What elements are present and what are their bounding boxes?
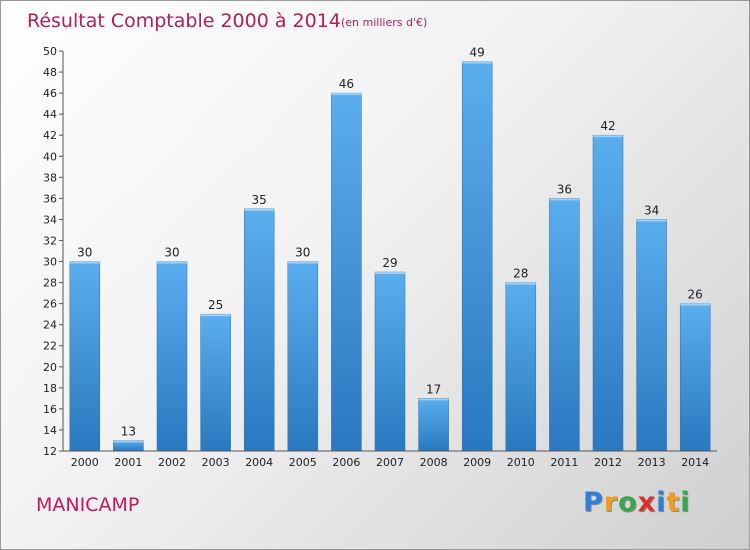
x-tick-label: 2003 xyxy=(202,456,230,469)
bar-value-label: 30 xyxy=(77,246,92,260)
y-tick-label: 24 xyxy=(43,319,57,332)
bar xyxy=(331,92,362,452)
bar xyxy=(592,134,624,452)
bar-value-label: 46 xyxy=(339,77,354,91)
x-tick-label: 2010 xyxy=(507,456,535,469)
bar-highlight xyxy=(331,93,362,96)
logo-letter: x xyxy=(637,487,657,518)
bar-highlight xyxy=(113,440,144,443)
x-tick-label: 2008 xyxy=(420,456,448,469)
bar-value-label: 42 xyxy=(600,119,615,133)
bar-highlight xyxy=(636,219,667,222)
commune-name: MANICAMP xyxy=(36,494,140,516)
logo-letter: o xyxy=(618,487,638,518)
bar-highlight xyxy=(157,261,187,264)
y-tick-label: 38 xyxy=(43,171,57,184)
y-tick-label: 20 xyxy=(43,361,57,374)
bar-highlight xyxy=(200,314,231,317)
bar-value-label: 35 xyxy=(252,193,267,207)
y-tick-label: 50 xyxy=(43,45,57,58)
bar xyxy=(505,282,537,452)
y-tick-label: 12 xyxy=(43,445,57,458)
y-tick-label: 16 xyxy=(43,403,57,416)
bar xyxy=(243,208,275,452)
y-tick-label: 36 xyxy=(43,192,57,205)
y-tick-label: 18 xyxy=(43,382,57,395)
bar-highlight xyxy=(462,61,493,64)
x-tick-label: 2014 xyxy=(681,456,709,469)
x-axis: 2000 2001 2002 2003 2004 2005 2006 2007 2008 2009… xyxy=(63,450,717,469)
bar-value-label: 49 xyxy=(470,46,485,60)
bar-value-label: 30 xyxy=(164,246,179,260)
bar-value-label: 30 xyxy=(295,246,310,260)
logo-letter: i xyxy=(680,487,691,518)
x-tick-label: 2005 xyxy=(289,456,317,469)
bar-highlight xyxy=(69,261,100,264)
y-tick-label: 44 xyxy=(43,108,57,121)
bar-highlight xyxy=(287,261,318,264)
bar xyxy=(200,313,231,452)
x-tick-label: 2011 xyxy=(550,456,578,469)
bar-highlight xyxy=(593,135,623,138)
logo-letter: i xyxy=(656,487,667,518)
x-tick-label: 2004 xyxy=(245,456,273,469)
bar-highlight xyxy=(680,303,711,306)
bar xyxy=(69,261,101,452)
bar-value-label: 36 xyxy=(557,182,572,196)
y-tick-label: 30 xyxy=(43,256,57,269)
bars: 30 13 30 25 35 30 46 29 17 49 28 36 42 34 26 xyxy=(69,46,711,452)
x-tick-label: 2013 xyxy=(638,456,666,469)
bar xyxy=(287,261,319,452)
y-tick-label: 40 xyxy=(43,150,57,163)
bar xyxy=(461,61,493,452)
x-tick-label: 2001 xyxy=(114,456,142,469)
bar xyxy=(374,271,406,452)
y-tick-label: 34 xyxy=(43,213,57,226)
bar-highlight xyxy=(244,208,275,211)
bar xyxy=(549,198,580,452)
bar-highlight xyxy=(375,272,405,275)
bar-value-label: 17 xyxy=(426,382,441,396)
bar-highlight xyxy=(549,198,580,201)
y-tick-label: 14 xyxy=(43,424,57,437)
x-tick-label: 2009 xyxy=(463,456,491,469)
bar xyxy=(636,219,667,452)
proxiti-logo: Proxiti xyxy=(583,487,691,518)
y-tick-label: 48 xyxy=(43,66,57,79)
y-axis: 12 14 16 18 20 22 24 26 28 30 32 34 36 38 40 42 44 46 48 50 xyxy=(43,45,64,458)
x-tick-label: 2012 xyxy=(594,456,622,469)
y-tick-label: 28 xyxy=(43,277,57,290)
bar-value-label: 25 xyxy=(208,298,223,312)
logo-letter: r xyxy=(603,487,619,518)
x-tick-label: 2006 xyxy=(332,456,360,469)
y-tick-label: 26 xyxy=(43,298,57,311)
y-tick-label: 42 xyxy=(43,129,57,142)
y-tick-label: 22 xyxy=(43,340,57,353)
bar xyxy=(418,398,449,452)
bar-value-label: 26 xyxy=(688,288,703,302)
logo-letter: P xyxy=(583,487,604,518)
x-tick-label: 2002 xyxy=(158,456,186,469)
bar-value-label: 13 xyxy=(121,424,136,438)
bar-value-label: 29 xyxy=(382,256,397,270)
y-tick-label: 32 xyxy=(43,234,57,247)
bar-value-label: 28 xyxy=(513,267,528,281)
bar xyxy=(679,303,711,452)
x-tick-label: 2007 xyxy=(376,456,404,469)
bar-value-label: 34 xyxy=(644,203,659,217)
chart-subtitle: (en milliers d'€) xyxy=(341,16,427,29)
bar xyxy=(156,261,188,452)
bar-highlight xyxy=(418,398,449,401)
logo-letter: t xyxy=(666,487,681,518)
y-tick-label: 46 xyxy=(43,87,57,100)
chart-title: Résultat Comptable 2000 à 2014 xyxy=(27,10,341,32)
bar-highlight xyxy=(505,282,536,285)
x-tick-label: 2000 xyxy=(71,456,99,469)
